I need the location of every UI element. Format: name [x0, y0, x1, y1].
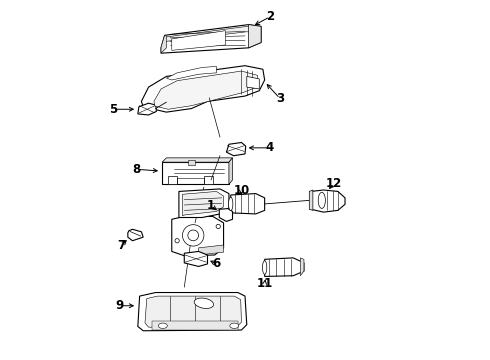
Polygon shape	[138, 293, 247, 331]
Text: 1: 1	[207, 199, 215, 212]
Polygon shape	[229, 158, 232, 184]
Polygon shape	[154, 71, 259, 109]
Polygon shape	[179, 189, 229, 217]
Polygon shape	[138, 103, 156, 115]
Polygon shape	[161, 35, 167, 53]
Polygon shape	[142, 66, 265, 112]
Polygon shape	[265, 258, 304, 276]
Text: 10: 10	[233, 184, 249, 197]
Polygon shape	[161, 24, 261, 53]
Ellipse shape	[318, 192, 325, 208]
Ellipse shape	[175, 239, 179, 243]
Polygon shape	[300, 258, 304, 276]
Text: 8: 8	[132, 163, 140, 176]
Text: 6: 6	[212, 257, 220, 270]
Polygon shape	[247, 76, 259, 89]
Polygon shape	[248, 24, 261, 48]
Polygon shape	[162, 158, 232, 162]
Text: 9: 9	[115, 299, 123, 312]
Ellipse shape	[158, 323, 167, 328]
Polygon shape	[231, 194, 265, 214]
Polygon shape	[198, 245, 223, 255]
Text: 11: 11	[257, 277, 273, 290]
Ellipse shape	[230, 323, 239, 328]
Polygon shape	[145, 296, 242, 327]
Text: 3: 3	[276, 92, 284, 105]
Ellipse shape	[263, 261, 267, 274]
Text: 12: 12	[325, 177, 342, 190]
Ellipse shape	[216, 224, 220, 229]
Text: 5: 5	[109, 103, 117, 116]
Polygon shape	[311, 190, 345, 212]
Polygon shape	[204, 176, 213, 184]
Polygon shape	[220, 208, 232, 221]
Text: 7: 7	[118, 239, 126, 252]
Ellipse shape	[194, 298, 214, 309]
Polygon shape	[165, 26, 259, 41]
Polygon shape	[172, 216, 223, 256]
Polygon shape	[188, 160, 195, 165]
Text: 2: 2	[266, 10, 274, 23]
Text: 4: 4	[265, 141, 273, 154]
Polygon shape	[162, 162, 229, 184]
Polygon shape	[172, 31, 225, 50]
Polygon shape	[167, 66, 217, 80]
Polygon shape	[182, 192, 223, 216]
Ellipse shape	[182, 225, 204, 246]
Ellipse shape	[188, 230, 198, 241]
Polygon shape	[309, 190, 313, 210]
Polygon shape	[128, 229, 143, 241]
Polygon shape	[152, 321, 238, 330]
Polygon shape	[168, 176, 177, 184]
Polygon shape	[184, 251, 207, 266]
Polygon shape	[226, 143, 245, 156]
Ellipse shape	[228, 197, 233, 211]
